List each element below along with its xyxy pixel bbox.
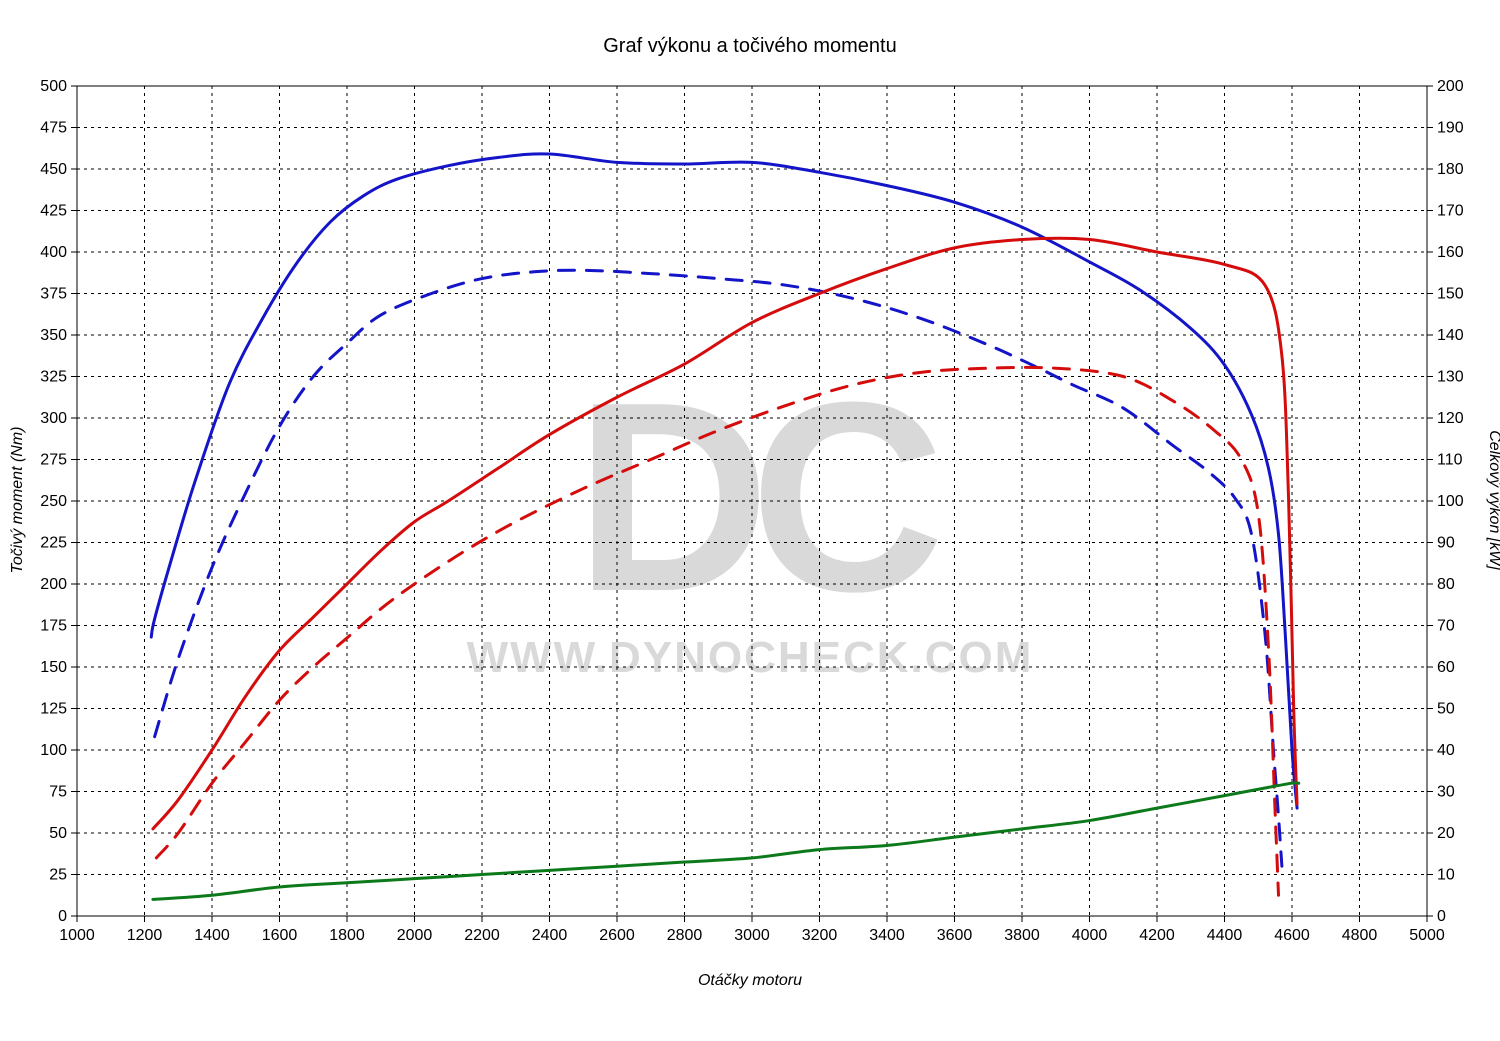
x-axis-title: Otáčky motoru: [698, 972, 802, 989]
tick-label: 1000: [59, 927, 95, 944]
tick-label: 1200: [127, 927, 163, 944]
tick-label: 60: [1437, 659, 1455, 676]
tick-label: 20: [1437, 825, 1455, 842]
tick-label: 2000: [397, 927, 433, 944]
tick-label: 325: [40, 369, 67, 386]
tick-label: 1400: [194, 927, 230, 944]
tick-label: 4200: [1139, 927, 1175, 944]
tick-label: 350: [40, 327, 67, 344]
tick-label: 2400: [532, 927, 568, 944]
tick-label: 225: [40, 535, 67, 552]
tick-label: 1800: [329, 927, 365, 944]
tick-label: 50: [49, 825, 67, 842]
tick-label: 3800: [1004, 927, 1040, 944]
tick-label: 180: [1437, 161, 1464, 178]
tick-label: 100: [40, 742, 67, 759]
tick-label: 4600: [1274, 927, 1310, 944]
tick-label: 4400: [1207, 927, 1243, 944]
chart-title: Graf výkonu a točivého momentu: [603, 35, 896, 57]
tick-label: 500: [40, 78, 67, 95]
tick-label: 160: [1437, 244, 1464, 261]
tick-label: 400: [40, 244, 67, 261]
tick-label: 3400: [869, 927, 905, 944]
tick-label: 170: [1437, 203, 1464, 220]
tick-label: 200: [40, 576, 67, 593]
tick-label: 2800: [667, 927, 703, 944]
tick-label: 25: [49, 867, 67, 884]
tick-label: 3000: [734, 927, 770, 944]
tick-label: 190: [1437, 120, 1464, 137]
tick-label: 130: [1437, 369, 1464, 386]
tick-label: 450: [40, 161, 67, 178]
tick-label: 150: [40, 659, 67, 676]
y-right-axis-title: Celkový výkon [kW]: [1486, 430, 1500, 570]
tick-label: 1600: [262, 927, 298, 944]
tick-label: 3200: [802, 927, 838, 944]
tick-label: 2600: [599, 927, 635, 944]
tick-label: 0: [1437, 908, 1446, 925]
tick-label: 4000: [1072, 927, 1108, 944]
tick-label: 0: [58, 908, 67, 925]
tick-label: 275: [40, 452, 67, 469]
tick-label: 150: [1437, 286, 1464, 303]
tick-label: 4800: [1342, 927, 1378, 944]
tick-label: 375: [40, 286, 67, 303]
tick-label: 90: [1437, 535, 1455, 552]
tick-label: 80: [1437, 576, 1455, 593]
dyno-chart: DC WWW.DYNOCHECK.COM Graf výkonu a točiv…: [0, 0, 1500, 1041]
tick-label: 10: [1437, 867, 1455, 884]
tick-label: 70: [1437, 618, 1455, 635]
tick-label: 3600: [937, 927, 973, 944]
tick-label: 30: [1437, 784, 1455, 801]
tick-label: 100: [1437, 493, 1464, 510]
tick-label: 120: [1437, 410, 1464, 427]
tick-label: 140: [1437, 327, 1464, 344]
tick-label: 125: [40, 701, 67, 718]
tick-label: 75: [49, 784, 67, 801]
tick-label: 475: [40, 120, 67, 137]
chart-svg: DC WWW.DYNOCHECK.COM Graf výkonu a točiv…: [0, 0, 1500, 1041]
tick-label: 110: [1437, 452, 1463, 469]
series-loss_power: [153, 783, 1299, 900]
tick-label: 200: [1437, 78, 1464, 95]
watermark-url: WWW.DYNOCHECK.COM: [467, 633, 1034, 682]
tick-label: 50: [1437, 701, 1455, 718]
tick-label: 5000: [1409, 927, 1445, 944]
y-left-axis-title: Točivý moment (Nm): [9, 427, 26, 574]
tick-label: 425: [40, 203, 67, 220]
tick-label: 250: [40, 493, 67, 510]
tick-label: 2200: [464, 927, 500, 944]
tick-label: 40: [1437, 742, 1455, 759]
tick-label: 300: [40, 410, 67, 427]
tick-label: 175: [40, 618, 67, 635]
